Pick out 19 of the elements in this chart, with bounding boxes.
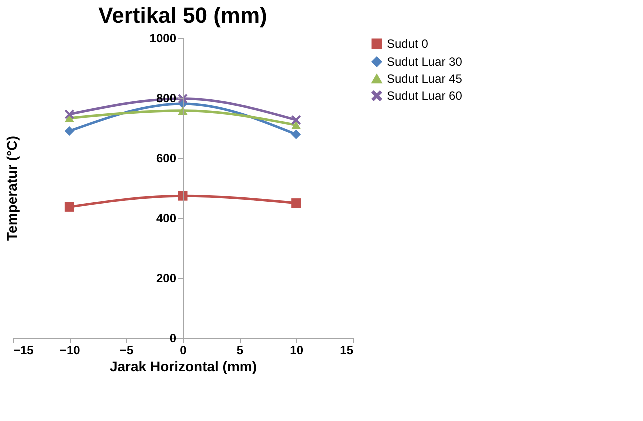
y-tick-label: 200	[156, 272, 177, 286]
legend-label: Sudut Luar 60	[387, 89, 463, 103]
x-tick-label: 15	[340, 344, 354, 358]
x-tick-label: −5	[120, 344, 134, 358]
x-tick-label: −10	[60, 344, 81, 358]
y-tick-label: 400	[156, 212, 177, 226]
x-tick-label: −15	[14, 344, 34, 358]
legend-label: Sudut 0	[387, 37, 429, 51]
x-tick-label: 10	[290, 344, 304, 358]
x-axis-title: Jarak Horizontal (mm)	[110, 358, 258, 374]
y-tick-label: 0	[170, 332, 177, 346]
x-tick-label: 0	[180, 344, 188, 358]
y-tick-label: 600	[156, 152, 177, 166]
chart-title: Vertikal 50 (mm)	[98, 3, 268, 28]
y-axis-title: Temperatur (°C)	[4, 136, 20, 241]
x-tick-label: 5	[236, 344, 244, 358]
y-tick-label: 1000	[150, 32, 177, 46]
legend-label: Sudut Luar 30	[387, 55, 463, 69]
legend-label: Sudut Luar 45	[387, 72, 463, 86]
